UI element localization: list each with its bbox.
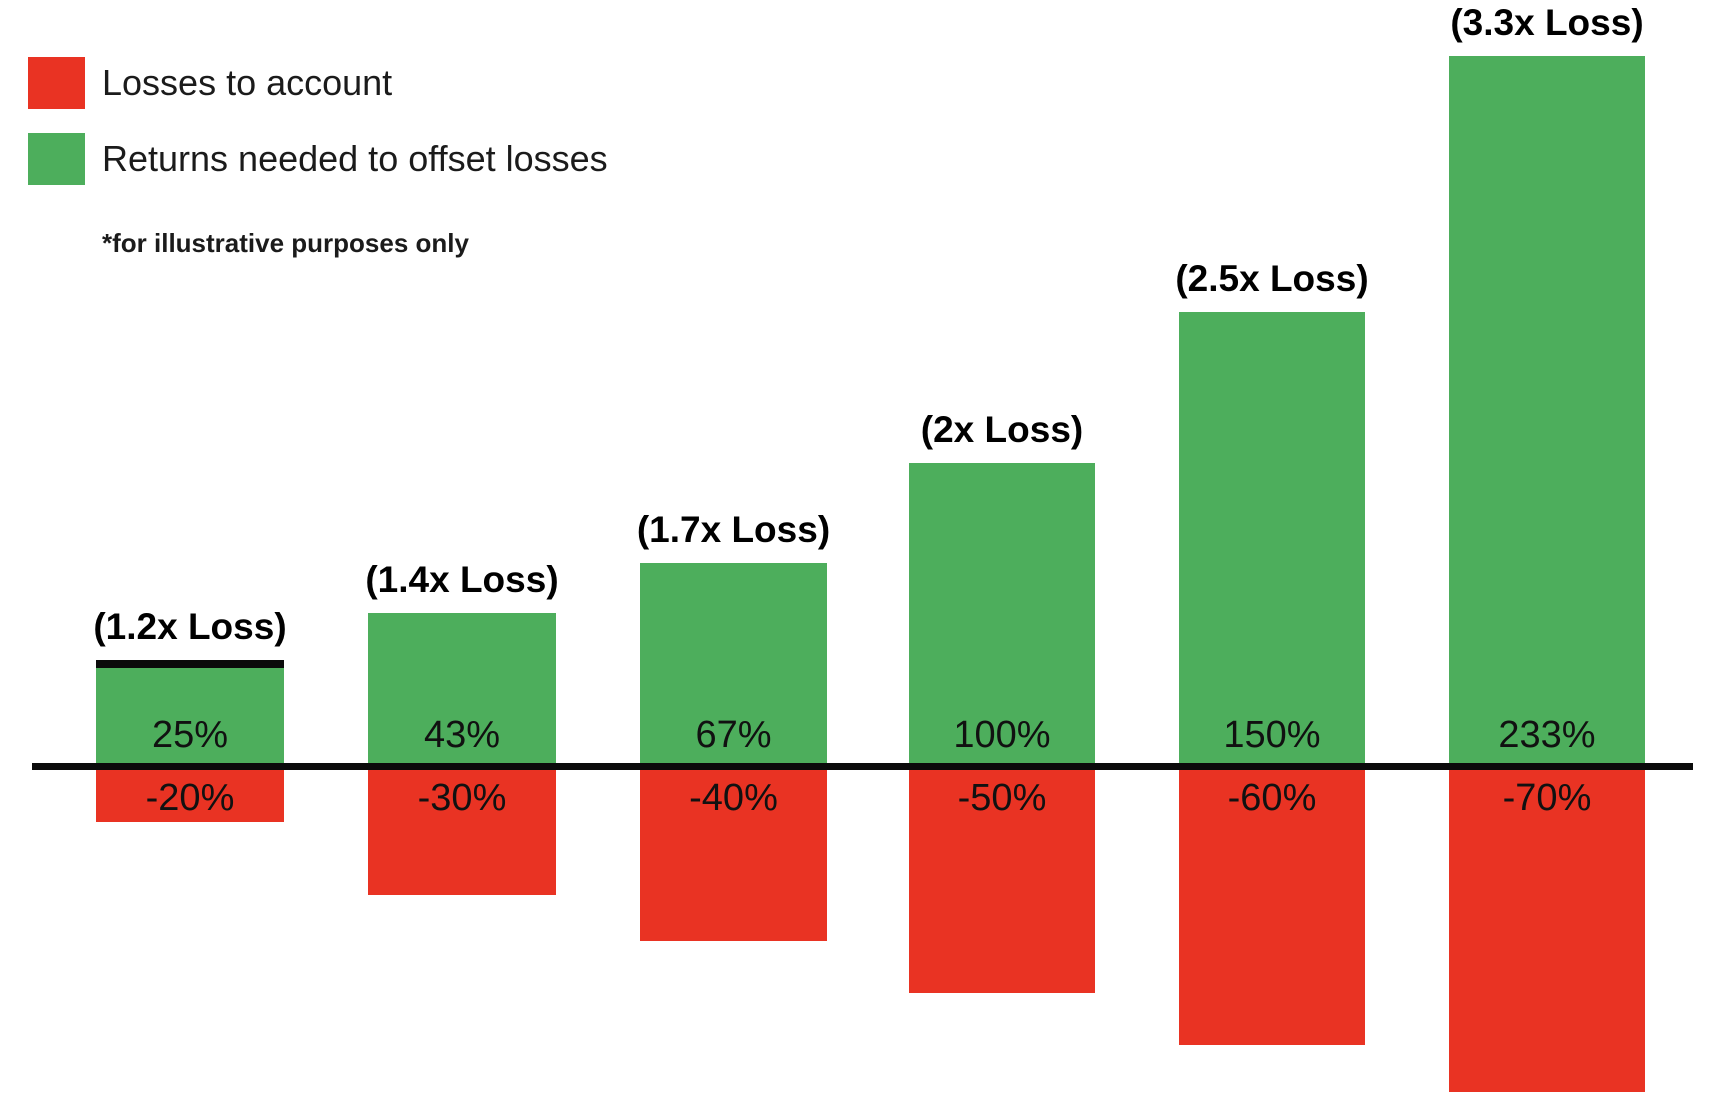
legend-swatch-losses <box>28 57 85 109</box>
return-bar <box>909 463 1095 763</box>
return-percent-label: 67% <box>695 713 772 756</box>
loss-percent-label: -30% <box>417 776 507 819</box>
loss-bar <box>96 770 284 822</box>
loss-percent-label: -50% <box>957 776 1047 819</box>
return-bar <box>368 613 556 763</box>
legend-label-returns: Returns needed to offset losses <box>102 138 608 179</box>
loss-percent-label: -70% <box>1502 776 1592 819</box>
loss-multiple-label: (3.3x Loss) <box>1450 2 1644 43</box>
loss-multiple-underline <box>96 660 284 668</box>
legend-swatch-returns <box>28 133 85 185</box>
legend-label-losses: Losses to account <box>102 62 393 103</box>
loss-bar <box>1449 770 1645 1092</box>
return-bar <box>96 668 284 763</box>
return-percent-label: 233% <box>1498 713 1596 756</box>
return-percent-label: 25% <box>151 713 229 756</box>
return-percent-label: 150% <box>1223 713 1321 756</box>
loss-percent-label: -40% <box>689 776 778 819</box>
illustrative-note: *for illustrative purposes only <box>102 228 469 258</box>
loss-multiple-label: (2.5x Loss) <box>1175 258 1369 299</box>
loss-multiple-label: (2x Loss) <box>920 409 1084 450</box>
loss-multiple-label: (1.2x Loss) <box>93 606 287 647</box>
loss-percent-label: -20% <box>145 776 235 819</box>
loss-bar <box>1179 770 1365 1045</box>
return-percent-label: 100% <box>953 713 1051 756</box>
loss-multiple-label: (1.7x Loss) <box>636 509 831 550</box>
zero-baseline <box>32 763 1693 770</box>
return-percent-label: 43% <box>423 713 501 756</box>
return-bar <box>1449 56 1645 763</box>
loss-bar <box>368 770 556 895</box>
return-bar <box>640 563 827 763</box>
loss-percent-label: -60% <box>1227 776 1317 819</box>
loss-bar <box>640 770 827 941</box>
return-bar <box>1179 312 1365 763</box>
loss-multiple-label: (1.4x Loss) <box>365 559 559 600</box>
loss-bar <box>909 770 1095 993</box>
